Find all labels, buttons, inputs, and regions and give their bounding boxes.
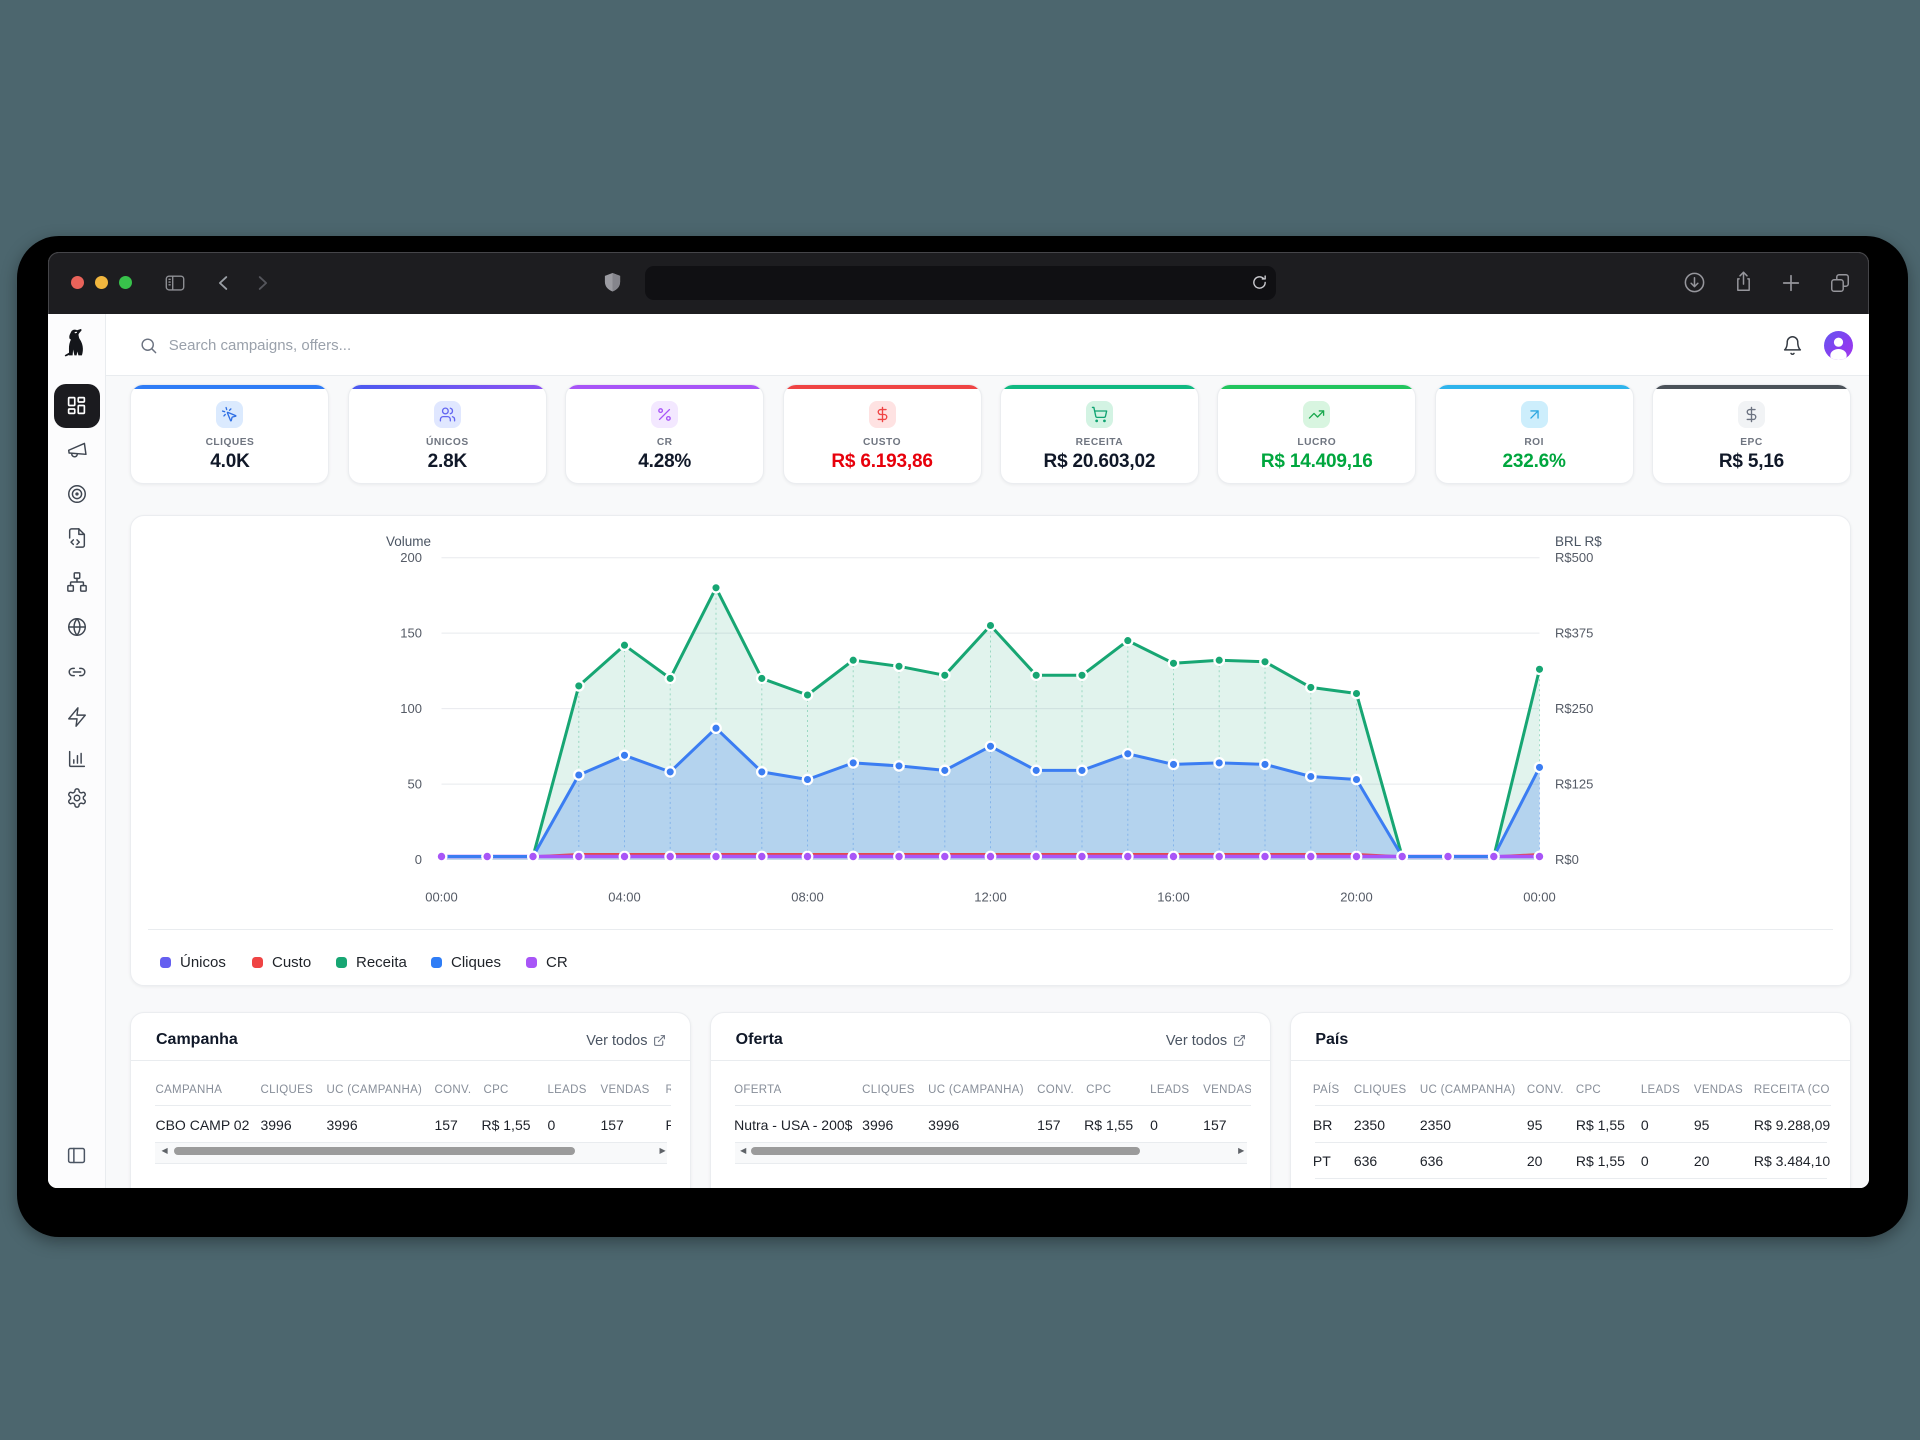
svg-text:50: 50	[408, 777, 422, 792]
svg-text:08:00: 08:00	[792, 889, 825, 904]
svg-text:R$250: R$250	[1555, 701, 1593, 716]
svg-text:150: 150	[401, 626, 423, 641]
svg-text:0: 0	[415, 852, 422, 867]
svg-text:R$500: R$500	[1555, 550, 1593, 565]
svg-text:Volume: Volume	[386, 534, 431, 549]
svg-text:12:00: 12:00	[975, 889, 1008, 904]
svg-text:R$125: R$125	[1555, 777, 1593, 792]
svg-text:20:00: 20:00	[1341, 889, 1374, 904]
svg-text:00:00: 00:00	[1524, 889, 1557, 904]
svg-text:00:00: 00:00	[426, 889, 459, 904]
svg-text:200: 200	[401, 550, 423, 565]
svg-text:R$375: R$375	[1555, 626, 1593, 641]
svg-text:100: 100	[401, 701, 423, 716]
svg-text:R$0: R$0	[1555, 852, 1579, 867]
svg-text:16:00: 16:00	[1158, 889, 1191, 904]
svg-text:BRL R$: BRL R$	[1555, 534, 1602, 549]
svg-text:04:00: 04:00	[609, 889, 642, 904]
